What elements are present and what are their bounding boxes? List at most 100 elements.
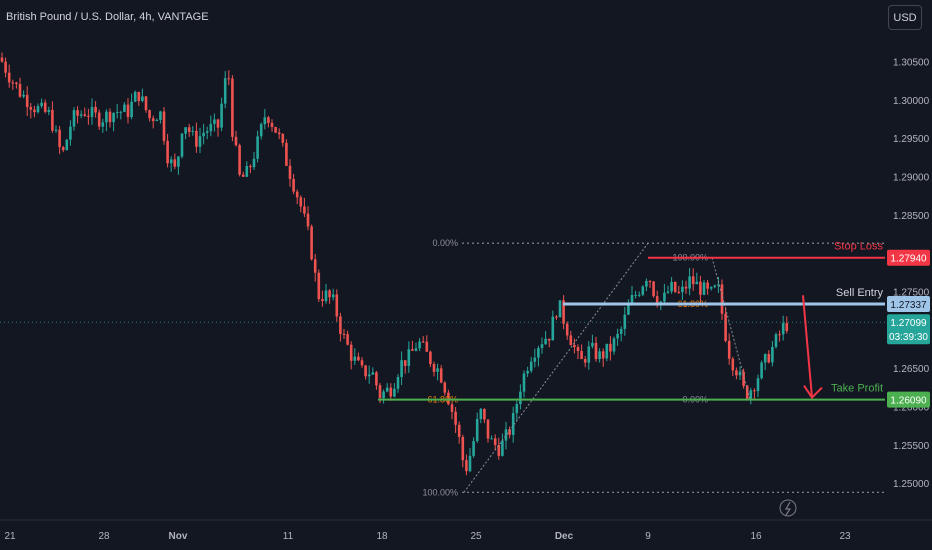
candle-body bbox=[558, 300, 562, 318]
candle-body bbox=[655, 296, 659, 305]
candle-body bbox=[450, 404, 454, 412]
candle-body bbox=[454, 411, 457, 425]
candle-body bbox=[609, 343, 612, 352]
candle-body bbox=[414, 348, 418, 351]
candle-body bbox=[51, 109, 54, 131]
candle-body bbox=[475, 418, 479, 442]
candle-body bbox=[220, 103, 223, 128]
candle-body bbox=[234, 136, 238, 146]
sell-entry-price-tag-bg bbox=[887, 295, 930, 312]
candle-body bbox=[281, 134, 285, 143]
candle-body bbox=[396, 376, 400, 389]
candle-body bbox=[65, 139, 69, 151]
candle-body bbox=[576, 347, 580, 351]
candle-body bbox=[115, 112, 119, 114]
candle-body bbox=[753, 390, 756, 392]
projection-arrow-head bbox=[803, 385, 823, 400]
candle-body bbox=[544, 338, 547, 345]
candle-body bbox=[148, 110, 151, 119]
candle-body bbox=[425, 341, 429, 352]
candle-body bbox=[15, 82, 18, 84]
x-tick-label: 11 bbox=[283, 531, 294, 542]
candle-body bbox=[238, 145, 241, 175]
candle-body bbox=[443, 382, 447, 393]
candle-body bbox=[666, 291, 670, 293]
lightning-icon-glyph bbox=[784, 501, 792, 516]
fib-trend-line bbox=[463, 242, 649, 493]
candle-body bbox=[670, 281, 673, 292]
candle-body bbox=[83, 114, 87, 116]
candle-body bbox=[303, 206, 306, 214]
candle-body bbox=[569, 335, 573, 346]
candle-body bbox=[573, 345, 576, 348]
candle-body bbox=[630, 295, 634, 305]
candle-body bbox=[94, 106, 97, 113]
current-price-tag-bg bbox=[887, 314, 930, 345]
candle-body bbox=[119, 111, 123, 113]
candle-body bbox=[533, 357, 537, 362]
lightning-icon[interactable] bbox=[779, 499, 797, 517]
candle-body bbox=[223, 78, 227, 104]
candle-body bbox=[299, 197, 303, 207]
candle-body bbox=[198, 136, 202, 147]
candle-body bbox=[367, 374, 371, 377]
candle-body bbox=[583, 359, 587, 363]
candle-body bbox=[403, 360, 407, 366]
candle-body bbox=[731, 358, 735, 371]
candle-body bbox=[105, 111, 108, 123]
candle-body bbox=[151, 118, 155, 122]
candle-body bbox=[277, 132, 281, 135]
candle-body bbox=[432, 363, 436, 372]
candle-body bbox=[177, 156, 180, 167]
currency-button[interactable]: USD bbox=[888, 5, 922, 30]
candle-body bbox=[216, 119, 220, 128]
candle-body bbox=[126, 104, 130, 118]
candle-body bbox=[472, 441, 475, 456]
candle-body bbox=[295, 191, 299, 198]
candle-body bbox=[439, 368, 443, 383]
candle-body bbox=[231, 78, 234, 137]
sell-entry-label: Sell Entry bbox=[836, 287, 884, 299]
candle-body bbox=[292, 178, 295, 192]
candle-body bbox=[436, 368, 439, 372]
candle-body bbox=[745, 385, 749, 399]
candle-body bbox=[547, 338, 551, 341]
x-tick-label: 18 bbox=[376, 531, 388, 542]
x-tick-label: 21 bbox=[4, 531, 16, 542]
candle-body bbox=[461, 436, 465, 461]
candle-body bbox=[479, 408, 483, 419]
candle-body bbox=[691, 276, 695, 285]
candle-body bbox=[562, 300, 565, 324]
x-tick-label: Dec bbox=[555, 531, 574, 542]
candle-body bbox=[18, 83, 22, 97]
candle-body bbox=[259, 124, 263, 137]
candle-body bbox=[252, 158, 256, 168]
candle-body bbox=[713, 285, 717, 288]
candle-body bbox=[735, 370, 738, 376]
projection-arrow bbox=[802, 295, 813, 398]
candle-body bbox=[493, 438, 497, 446]
candle-body bbox=[702, 282, 706, 295]
candle-body bbox=[321, 299, 324, 302]
candle-body bbox=[191, 130, 195, 132]
candle-body bbox=[375, 372, 378, 386]
candle-body bbox=[144, 96, 148, 111]
candle-body bbox=[742, 371, 745, 386]
candle-body bbox=[688, 276, 691, 289]
symbol-title: British Pound / U.S. Dollar, 4h, VANTAGE bbox=[6, 11, 209, 23]
candle-body bbox=[501, 440, 504, 456]
candle-body bbox=[551, 316, 555, 341]
candle-body bbox=[180, 133, 184, 157]
candle-body bbox=[587, 346, 591, 363]
candle-body bbox=[508, 429, 511, 435]
candle-body bbox=[378, 385, 382, 399]
candle-body bbox=[166, 140, 169, 164]
candle-body bbox=[580, 350, 583, 360]
candle-body bbox=[519, 391, 522, 405]
candle-body bbox=[72, 110, 76, 127]
fib-left-label: 100.00% bbox=[422, 487, 458, 497]
sell-entry-price-tag: 1.27337 bbox=[890, 300, 927, 311]
candle-body bbox=[58, 129, 61, 148]
candle-body bbox=[457, 424, 461, 437]
